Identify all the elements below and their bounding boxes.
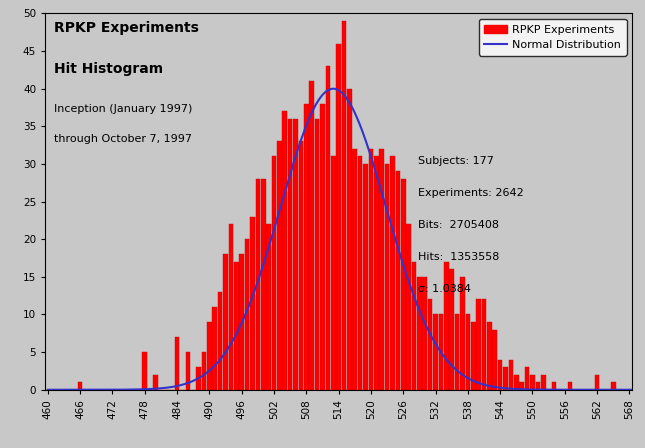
Bar — [535, 382, 540, 390]
Bar — [186, 352, 190, 390]
Legend: RPKP Experiments, Normal Distribution: RPKP Experiments, Normal Distribution — [479, 19, 626, 56]
Bar — [250, 217, 255, 390]
Bar — [417, 277, 422, 390]
Bar — [509, 360, 513, 390]
Bar — [444, 262, 449, 390]
Bar — [347, 89, 352, 390]
Bar — [455, 314, 459, 390]
Bar — [310, 81, 314, 390]
Bar — [320, 104, 325, 390]
Bar — [293, 119, 298, 390]
Text: RPKP Experiments: RPKP Experiments — [54, 21, 199, 35]
Bar — [369, 149, 373, 390]
Bar — [450, 269, 454, 390]
Bar — [477, 299, 481, 390]
Text: Hit Histogram: Hit Histogram — [54, 62, 163, 76]
Bar — [239, 254, 244, 390]
Bar — [530, 375, 535, 390]
Bar — [498, 360, 502, 390]
Bar — [390, 156, 395, 390]
Bar — [315, 119, 319, 390]
Bar — [385, 164, 390, 390]
Bar — [466, 314, 470, 390]
Bar — [336, 43, 341, 390]
Bar — [401, 179, 406, 390]
Bar — [568, 382, 573, 390]
Bar — [482, 299, 486, 390]
Bar — [304, 104, 308, 390]
Bar — [363, 164, 368, 390]
Text: Experiments: 2642: Experiments: 2642 — [418, 189, 524, 198]
Bar — [541, 375, 546, 390]
Bar — [78, 382, 83, 390]
Bar — [374, 156, 379, 390]
Bar — [358, 156, 362, 390]
Bar — [471, 322, 475, 390]
Bar — [196, 367, 201, 390]
Bar — [395, 172, 400, 390]
Bar — [493, 330, 497, 390]
Bar — [428, 299, 432, 390]
Text: Hits:  1353558: Hits: 1353558 — [418, 252, 499, 263]
Bar — [266, 224, 271, 390]
Bar — [228, 224, 233, 390]
Bar — [234, 262, 239, 390]
Bar — [352, 149, 357, 390]
Text: σ: 1.0384: σ: 1.0384 — [418, 284, 471, 294]
Bar — [218, 292, 223, 390]
Bar — [272, 156, 276, 390]
Text: Inception (January 1997): Inception (January 1997) — [54, 104, 192, 114]
Text: Subjects: 177: Subjects: 177 — [418, 156, 493, 167]
Text: Bits:  2705408: Bits: 2705408 — [418, 220, 499, 230]
Bar — [331, 156, 335, 390]
Bar — [223, 254, 228, 390]
Bar — [288, 119, 292, 390]
Bar — [143, 352, 147, 390]
Bar — [212, 307, 217, 390]
Bar — [412, 262, 416, 390]
Bar — [175, 337, 179, 390]
Bar — [261, 179, 266, 390]
Bar — [525, 367, 530, 390]
Bar — [595, 375, 599, 390]
Bar — [326, 66, 330, 390]
Bar — [433, 314, 438, 390]
Bar — [255, 179, 260, 390]
Bar — [519, 382, 524, 390]
Bar — [283, 111, 287, 390]
Bar — [422, 277, 427, 390]
Bar — [245, 239, 250, 390]
Bar — [342, 21, 346, 390]
Text: through October 7, 1997: through October 7, 1997 — [54, 134, 192, 144]
Bar — [154, 375, 158, 390]
Bar — [406, 224, 411, 390]
Bar — [299, 142, 303, 390]
Bar — [202, 352, 206, 390]
Bar — [611, 382, 615, 390]
Bar — [439, 314, 443, 390]
Bar — [277, 142, 282, 390]
Bar — [460, 277, 465, 390]
Bar — [207, 322, 212, 390]
Bar — [514, 375, 519, 390]
Bar — [379, 149, 384, 390]
Bar — [503, 367, 508, 390]
Bar — [551, 382, 556, 390]
Bar — [487, 322, 491, 390]
